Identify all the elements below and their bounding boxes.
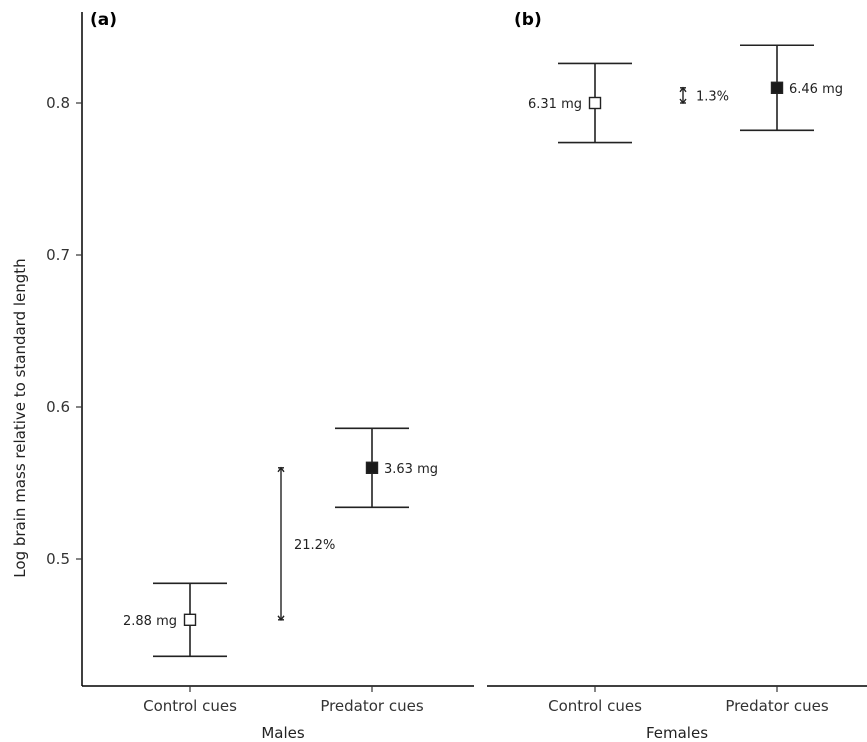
- data-label-1: 6.46 mg: [789, 82, 843, 97]
- x-tick-label-1: Predator cues: [725, 697, 829, 715]
- data-point-1: [770, 81, 784, 95]
- x-axis-label: Females: [646, 724, 708, 742]
- y-tick-label-1: 0.6: [46, 398, 70, 416]
- difference-indicator: 1.3%: [679, 86, 729, 104]
- panel-tag: (b): [514, 10, 542, 30]
- y-tick-label-0: 0.5: [46, 550, 70, 568]
- y-tick-label-3: 0.8: [46, 94, 70, 112]
- data-point-0: [183, 613, 197, 626]
- difference-indicator: 21.2%: [277, 466, 335, 621]
- y-axis: 0.5 0.6 0.7 0.8: [46, 12, 83, 686]
- x-axis-label: Males: [261, 724, 305, 742]
- x-tick-label-0: Control cues: [143, 697, 237, 715]
- panel-males: (a) Control cues Predator cues Males 2.88 mg…: [82, 10, 474, 742]
- y-axis-label: Log brain mass relative to standard leng…: [11, 258, 29, 577]
- panel-tag: (a): [90, 10, 117, 30]
- panel-females: (b) Control cues Predator cues Females 6.31 …: [487, 10, 867, 742]
- difference-label: 1.3%: [696, 89, 729, 104]
- difference-label: 21.2%: [294, 538, 335, 553]
- data-point-1: [365, 461, 379, 474]
- data-label-1: 3.63 mg: [384, 462, 438, 477]
- data-label-0: 6.31 mg: [528, 97, 582, 112]
- data-label-0: 2.88 mg: [123, 614, 177, 629]
- x-tick-label-0: Control cues: [548, 697, 642, 715]
- x-tick-label-1: Predator cues: [320, 697, 424, 715]
- data-point-0: [588, 96, 602, 110]
- y-tick-label-2: 0.7: [46, 246, 70, 264]
